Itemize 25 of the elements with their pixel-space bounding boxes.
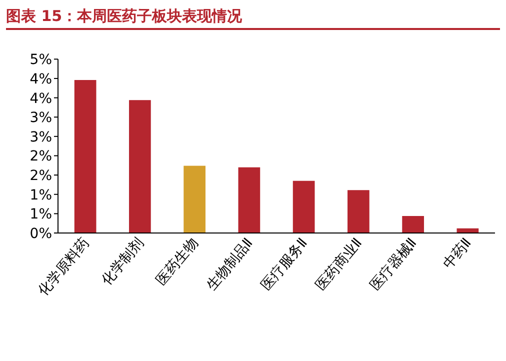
y-tick-label: 1% — [30, 187, 52, 204]
bar — [292, 180, 315, 233]
x-tick-label: 生物制品Ⅱ — [204, 235, 256, 294]
x-tick-label: 医药商业Ⅱ — [312, 235, 366, 294]
x-tick-label: 中药Ⅱ — [440, 235, 475, 272]
y-tick-label: 0% — [30, 226, 52, 242]
y-tick-label: 4% — [30, 71, 52, 88]
x-tick-label: 医疗服务Ⅱ — [258, 235, 311, 294]
y-tick-label: 4% — [30, 90, 52, 107]
bar — [238, 167, 260, 233]
bar — [129, 100, 151, 233]
y-tick-label: 2% — [30, 148, 52, 165]
bar — [348, 190, 370, 233]
y-tick-label: 5% — [30, 52, 52, 68]
x-tick-label: 医疗器械Ⅱ — [367, 235, 420, 294]
y-tick-label: 2% — [30, 168, 52, 184]
bar — [74, 80, 96, 233]
y-tick-label: 3% — [30, 129, 52, 146]
y-tick-label: 3% — [30, 110, 52, 126]
bar — [184, 166, 206, 233]
y-tick-label: 1% — [30, 206, 52, 223]
x-tick-label: 化学制剂 — [98, 235, 147, 288]
x-tick-label: 医药生物 — [153, 235, 202, 288]
chart-title: 图表 15：本周医药子板块表现情况 — [6, 4, 500, 30]
bar — [402, 216, 424, 233]
